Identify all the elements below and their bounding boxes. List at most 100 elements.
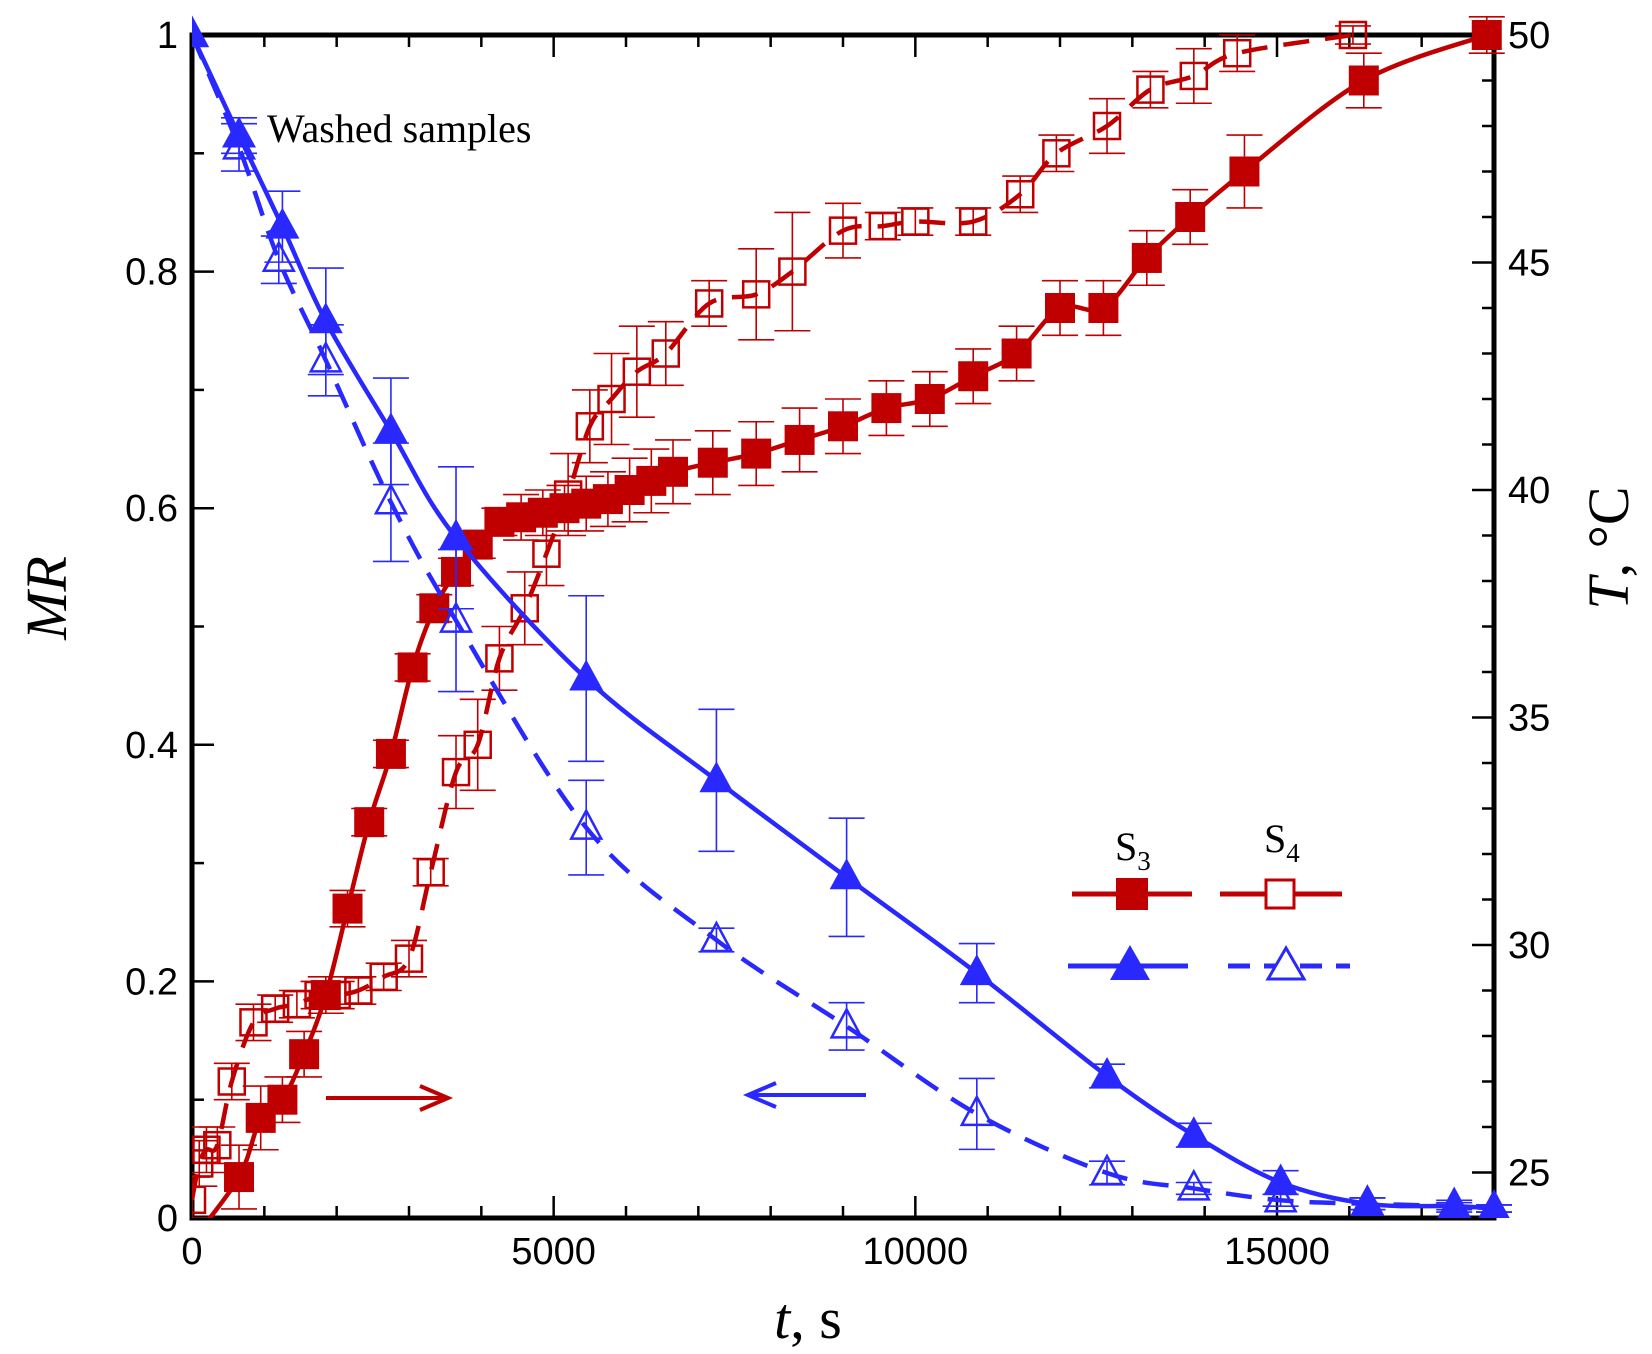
point-marker: [289, 1039, 320, 1070]
point-marker: [510, 594, 539, 623]
left-tick-label: 0: [157, 1198, 178, 1240]
point-marker: [192, 1135, 221, 1164]
legend-col2-title: S4: [1264, 816, 1300, 868]
point-marker: [575, 412, 605, 441]
point-marker: [1005, 180, 1035, 209]
right-tick-label: 50: [1508, 15, 1550, 57]
point-marker: [1229, 156, 1260, 187]
point-marker: [308, 340, 343, 373]
left-tick-label: 0.8: [125, 252, 178, 294]
point-marker: [699, 920, 734, 953]
series-group: [192, 15, 1512, 1218]
point-marker: [260, 994, 290, 1023]
point-marker: [1136, 75, 1165, 104]
point-marker: [282, 989, 312, 1019]
x-tick-label: 10000: [862, 1231, 968, 1273]
point-marker: [597, 384, 626, 414]
point-marker: [1350, 1184, 1385, 1217]
point-marker: [741, 280, 771, 309]
left-tick-label: 0.6: [125, 488, 178, 530]
legend: S3 S4: [1068, 816, 1350, 981]
point-marker: [463, 730, 492, 760]
legend-marker-s3-moisture: [1110, 945, 1150, 980]
point-marker: [901, 207, 930, 236]
point-marker: [1045, 293, 1075, 323]
point-marker: [1437, 1186, 1472, 1218]
bottom-axis-title-italic: t: [774, 1286, 792, 1351]
right-tick-label: 25: [1508, 1153, 1550, 1195]
legend-col1-base: S: [1115, 824, 1137, 869]
point-marker: [304, 980, 333, 1010]
point-marker: [373, 482, 409, 515]
point-marker: [261, 240, 296, 273]
point-marker: [532, 539, 561, 568]
left-tick-label: 1: [157, 15, 178, 57]
point-marker: [221, 127, 257, 160]
point-marker: [416, 857, 445, 887]
point-marker: [699, 761, 734, 793]
left-tick-label: 0.2: [125, 961, 178, 1003]
legend-marker-s4-temperature: [1264, 878, 1296, 910]
point-marker: [265, 207, 300, 239]
point-marker: [224, 1162, 255, 1193]
right-tick-label: 45: [1508, 243, 1550, 285]
point-marker: [1338, 20, 1368, 50]
left-axis-title: MR: [14, 556, 79, 641]
point-marker: [397, 652, 428, 683]
point-marker: [322, 980, 351, 1010]
point-marker: [332, 893, 363, 924]
point-marker: [658, 456, 689, 487]
point-marker: [1348, 65, 1379, 96]
series-s3_T: [192, 15, 1505, 1218]
point-marker: [1042, 139, 1071, 168]
right-tick-label: 30: [1508, 925, 1550, 967]
right-axis-title-rest: , °C: [1576, 486, 1641, 577]
point-marker: [1176, 1168, 1211, 1201]
point-marker: [1176, 1116, 1211, 1148]
series-line: [192, 34, 1495, 1211]
right-tick-label: 40: [1508, 470, 1550, 512]
point-marker: [375, 738, 406, 769]
point-marker: [784, 424, 815, 455]
right-axis-title-italic: T: [1576, 574, 1641, 610]
point-marker: [1179, 61, 1209, 91]
point-marker: [741, 438, 772, 469]
point-marker: [694, 289, 724, 318]
point-marker: [1001, 338, 1032, 369]
point-marker: [958, 207, 988, 236]
point-marker: [217, 1067, 247, 1096]
point-marker: [697, 447, 728, 478]
point-marker: [959, 954, 994, 986]
bottom-axis-title: t, s: [774, 1286, 842, 1351]
arrows-group: [326, 1081, 866, 1112]
point-marker: [438, 600, 474, 633]
x-tick-label: 0: [181, 1231, 202, 1273]
temperature-axis-arrow-head: [419, 1084, 454, 1112]
series-s4_T: [192, 20, 1371, 1218]
moisture-axis-arrow-head: [742, 1081, 777, 1109]
point-marker: [485, 644, 514, 673]
series-s3_MR: [192, 16, 1512, 1218]
legend-col2-base: S: [1264, 816, 1286, 861]
point-marker: [1478, 1188, 1510, 1218]
left-tick-label: 0.4: [125, 725, 178, 767]
bottom-axis-title-rest: , s: [790, 1286, 842, 1351]
annotation-text: Washed samples: [267, 106, 532, 151]
point-marker: [1263, 1163, 1298, 1195]
point-marker: [871, 393, 902, 424]
point-marker: [553, 480, 583, 509]
point-marker: [1089, 1153, 1125, 1186]
point-marker: [441, 757, 471, 787]
series-s4_MR: [192, 15, 1512, 1218]
point-marker: [439, 518, 474, 550]
legend-marker-s3-temperature: [1116, 878, 1148, 910]
point-marker: [914, 384, 945, 414]
point-marker: [192, 15, 210, 48]
point-marker: [354, 807, 385, 838]
point-marker: [1263, 1180, 1298, 1213]
point-marker: [1471, 20, 1502, 50]
legend-col2-sub: 4: [1286, 838, 1300, 868]
point-marker: [569, 807, 604, 840]
series-line: [192, 32, 1354, 1201]
point-marker: [1478, 1189, 1510, 1218]
